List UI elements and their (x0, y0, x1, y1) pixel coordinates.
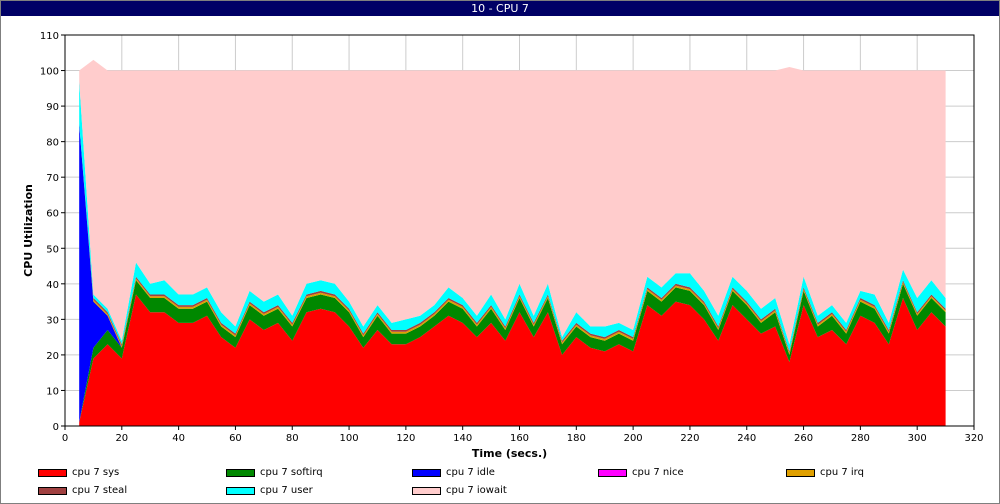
x-tick-label: 320 (964, 433, 983, 444)
x-tick-label: 20 (115, 433, 128, 444)
legend-swatch (598, 469, 627, 477)
x-axis-label: Time (secs.) (472, 447, 547, 460)
stacked-areas (79, 59, 946, 426)
legend-swatch (226, 469, 255, 477)
y-tick-label: 90 (46, 102, 59, 113)
legend-swatch (412, 469, 441, 477)
legend-label: cpu 7 iowait (446, 485, 507, 496)
legend-swatch (38, 469, 67, 477)
legend-label: cpu 7 softirq (260, 467, 323, 478)
x-tick-label: 0 (62, 433, 68, 444)
x-tick-label: 260 (794, 433, 813, 444)
y-tick-label: 10 (46, 386, 59, 397)
legend-label: cpu 7 user (260, 485, 313, 496)
series-area-cpu-7-iowait (79, 59, 946, 345)
x-tick-label: 40 (172, 433, 185, 444)
y-tick-label: 50 (46, 244, 59, 255)
x-tick-label: 80 (286, 433, 299, 444)
x-tick-label: 200 (624, 433, 643, 444)
x-tick-label: 100 (340, 433, 359, 444)
y-tick-label: 110 (40, 31, 59, 42)
y-tick-label: 0 (53, 422, 59, 433)
y-tick-label: 100 (40, 67, 59, 78)
legend-label: cpu 7 steal (72, 485, 128, 496)
legend-label: cpu 7 sys (72, 467, 120, 478)
y-tick-label: 20 (46, 351, 59, 362)
x-tick-label: 120 (396, 433, 415, 444)
x-tick-label: 240 (737, 433, 756, 444)
legend-swatch (38, 487, 67, 495)
y-axis-label: CPU Utilization (22, 184, 35, 277)
x-tick-label: 280 (851, 433, 870, 444)
series-area-cpu-7-sys (79, 294, 946, 426)
x-tick-label: 140 (453, 433, 472, 444)
y-tick-label: 30 (46, 315, 59, 326)
legend-label: cpu 7 idle (446, 467, 495, 478)
legend-swatch (412, 487, 441, 495)
x-tick-label: 160 (510, 433, 529, 444)
x-tick-label: 220 (680, 433, 699, 444)
axis-ticks: 0 10 20 30 40 50 60 70 80 90 100 110 0 20 40 60 80 100 120… (40, 31, 984, 444)
legend-swatch (226, 487, 255, 495)
x-tick-label: 300 (908, 433, 927, 444)
y-tick-label: 80 (46, 138, 59, 149)
window-title: 10 - CPU 7 (1, 1, 999, 16)
legend-label: cpu 7 nice (632, 467, 684, 478)
x-tick-label: 180 (567, 433, 586, 444)
legend-swatch (786, 469, 815, 477)
y-tick-label: 60 (46, 209, 59, 220)
y-tick-label: 70 (46, 173, 59, 184)
y-tick-label: 40 (46, 280, 59, 291)
legend-label: cpu 7 irq (820, 467, 864, 478)
x-tick-label: 60 (229, 433, 242, 444)
